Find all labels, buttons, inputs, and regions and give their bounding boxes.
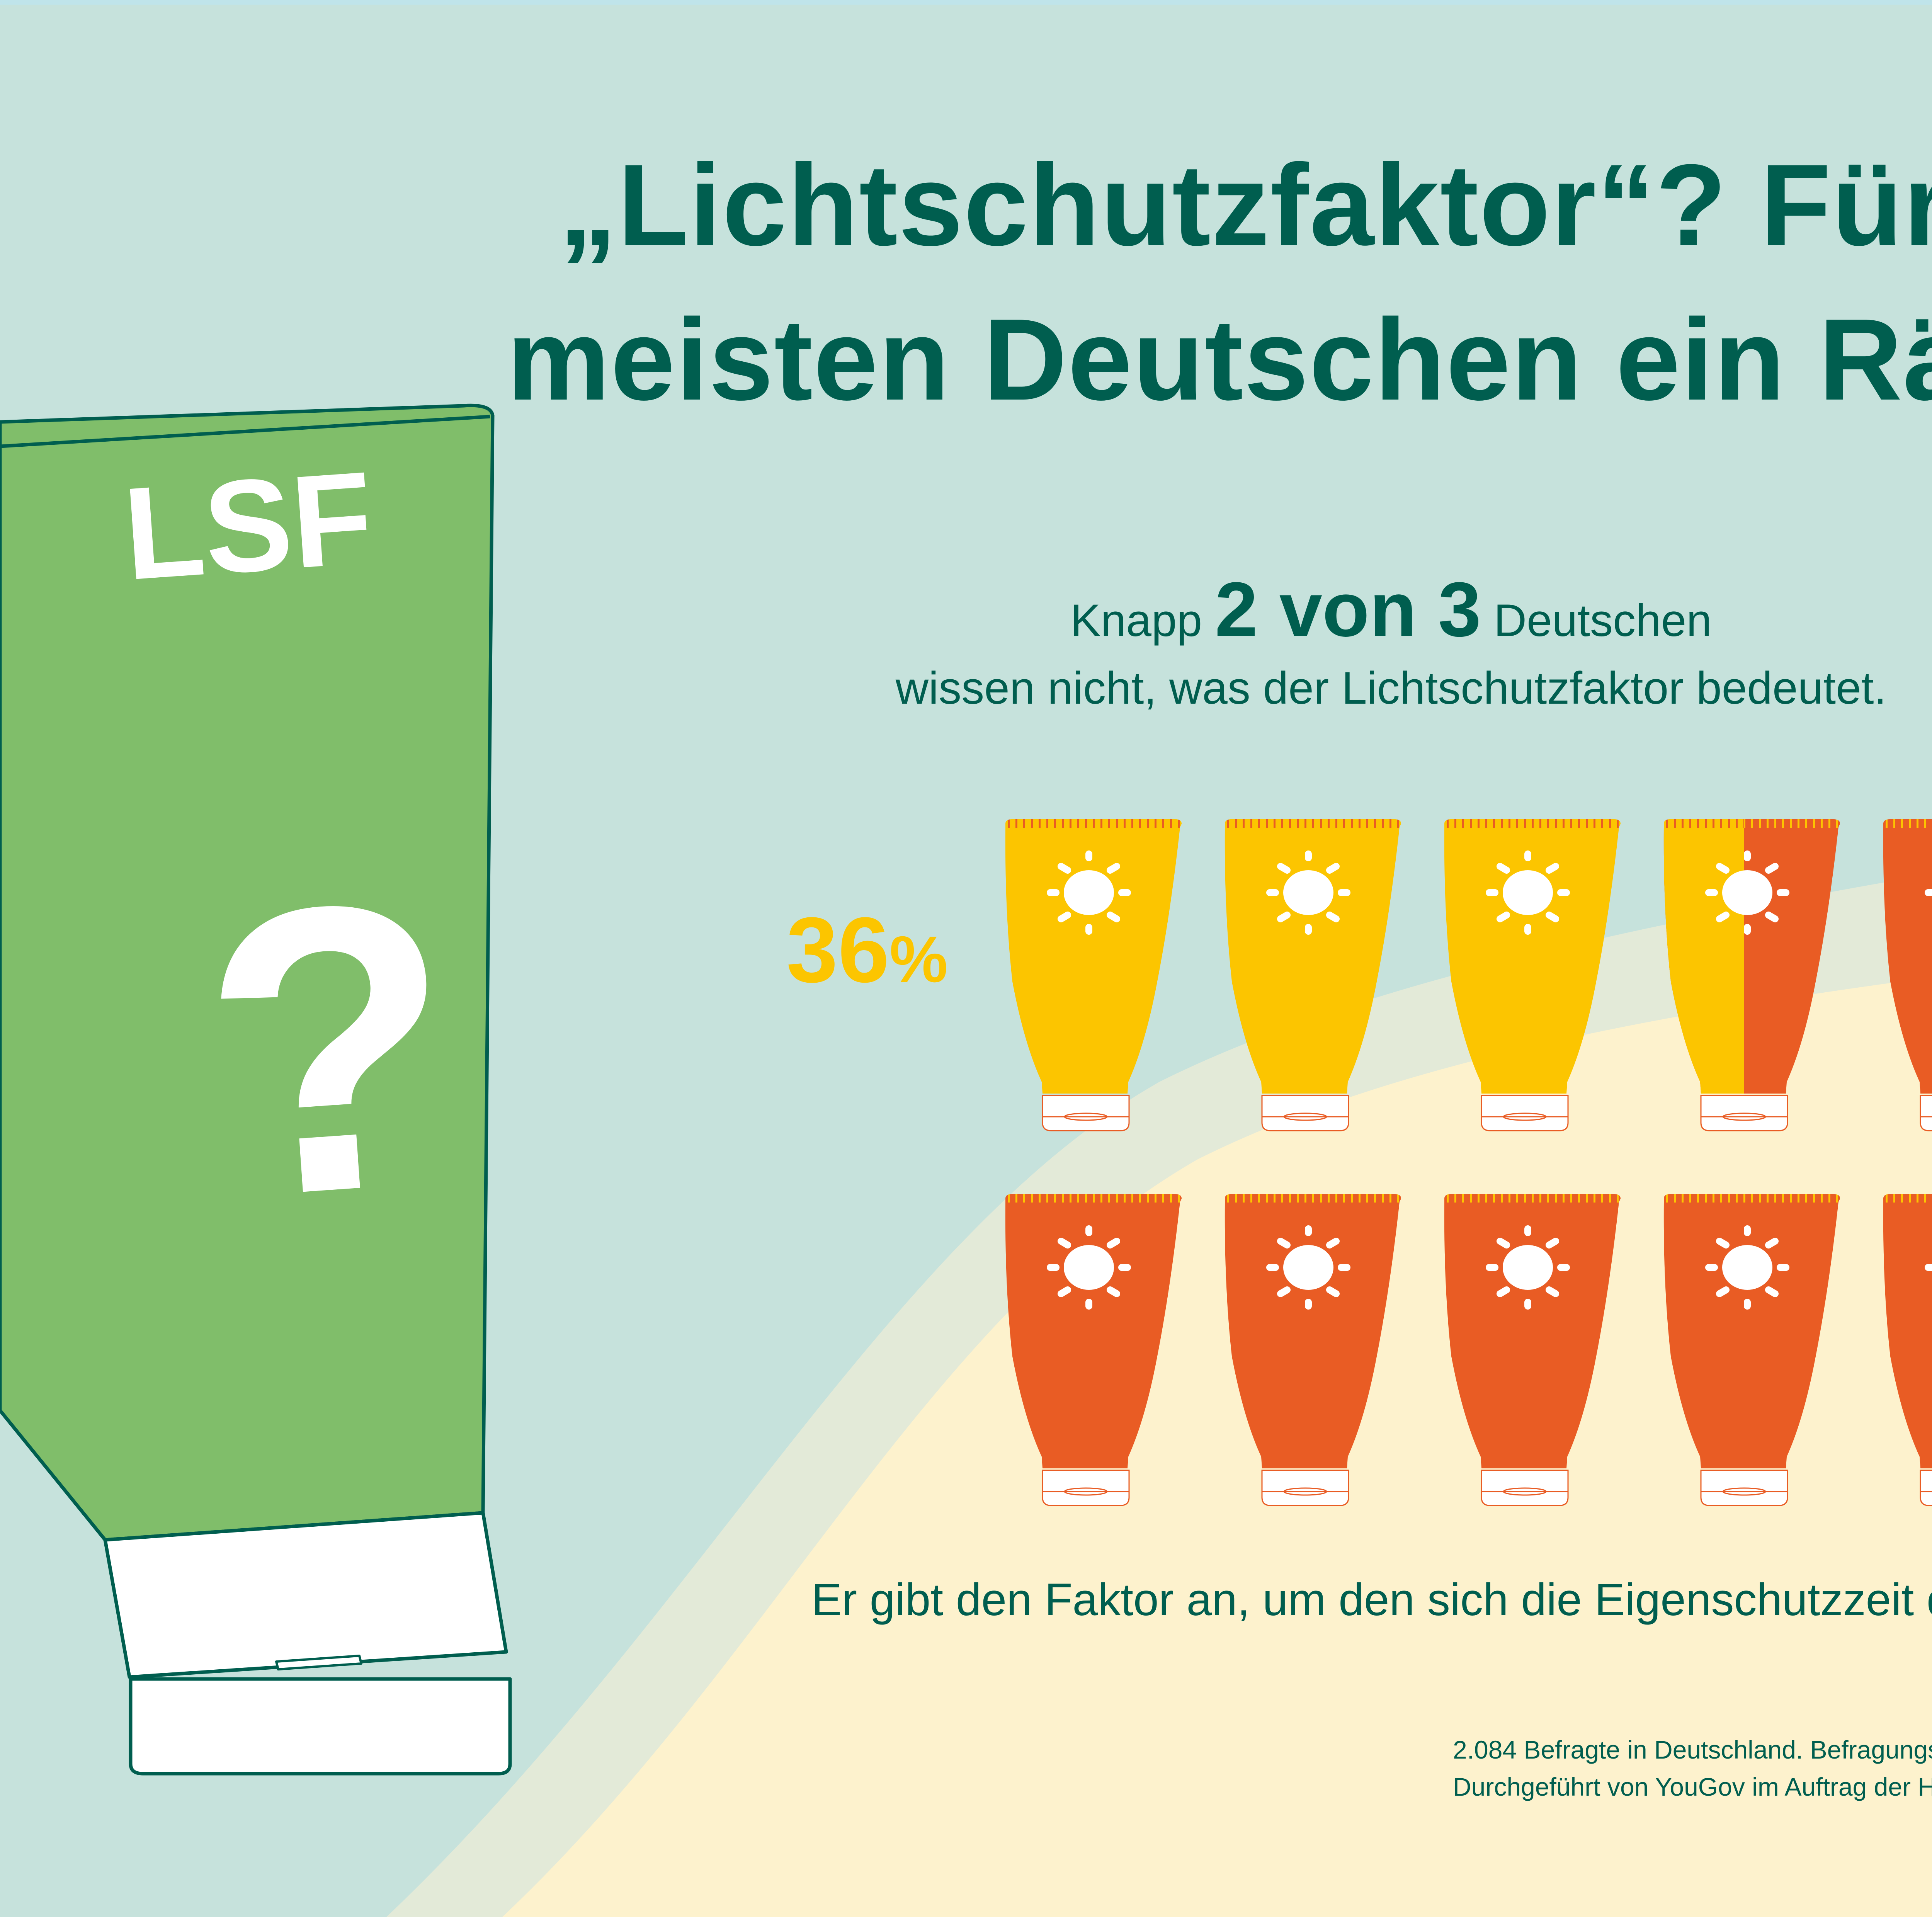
tube-orange [1883,1194,1932,1506]
tube-yellow [1444,819,1621,1131]
stat-know: 36% [786,896,948,1003]
stat-know-value: 36 [786,898,889,1002]
title-line-2: meisten Deutschen ein Rätsel. [507,294,1932,424]
top-strip [0,0,1932,5]
subtitle: Knapp 2 von 3 Deutschen wissen nicht, wa… [773,571,1932,722]
tube-split [1663,819,1840,1131]
page-title: „Lichtschutzfaktor“? Für die meisten Deu… [0,128,1932,437]
subtitle-suffix: Deutschen [1481,595,1712,646]
subtitle-line-2: wissen nicht, was der Lichtschutzfaktor … [895,663,1887,714]
subtitle-prefix: Knapp [1070,595,1215,646]
tube-yellow [1225,819,1401,1131]
stat-know-unit: % [889,923,948,996]
question-mark-icon: ? [191,814,470,1284]
subtitle-highlight: 2 von 3 [1214,566,1481,653]
tube-orange [1663,1194,1840,1506]
tube-orange [1444,1194,1621,1506]
lsf-label: LSF [119,444,377,608]
tube-yellow [1005,819,1182,1131]
source-line-2: Durchgeführt von YouGov im Auftrag der H… [1453,1772,1932,1801]
explanation-text: Er gibt den Faktor an, um den sich die E… [811,1574,1932,1625]
tube-orange [1005,1194,1182,1506]
source-line-1: 2.084 Befragte in Deutschland. Befragung… [1453,1735,1932,1764]
tube-orange [1225,1194,1401,1506]
title-line-1: „Lichtschutzfaktor“? Für die [559,140,1932,270]
source-note: 2.084 Befragte in Deutschland. Befragung… [1453,1731,1932,1805]
tube-orange [1883,819,1932,1131]
